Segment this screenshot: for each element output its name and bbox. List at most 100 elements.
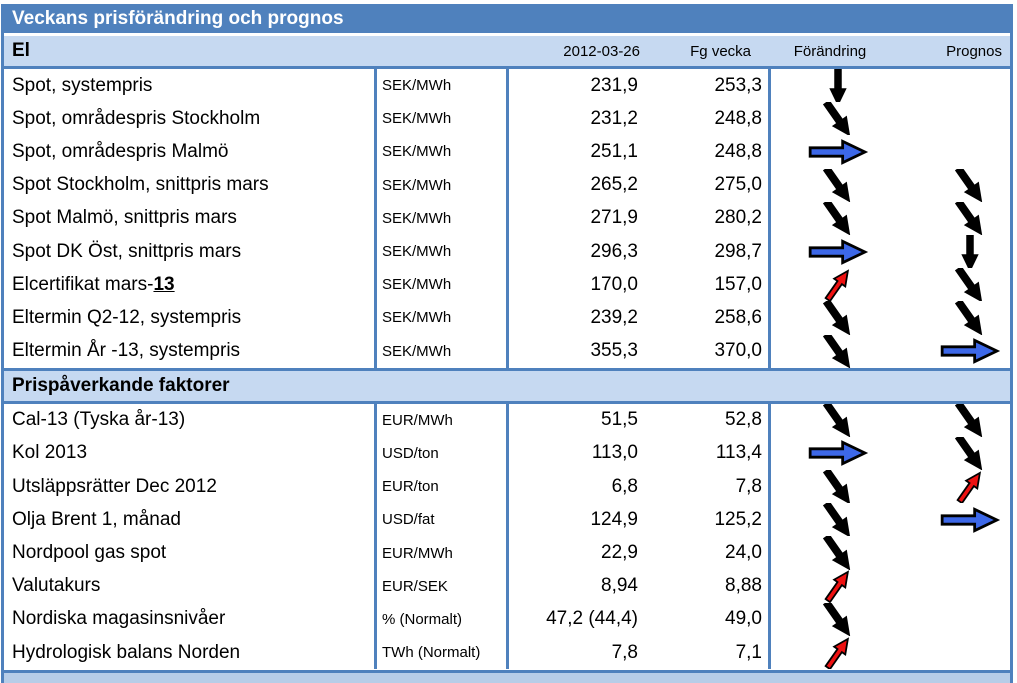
- row-value-current: 355,3: [590, 340, 638, 362]
- row-value-prev-week: 370,0: [646, 334, 771, 368]
- row-value-prev-week: 280,2: [646, 201, 771, 235]
- row-forecast-cell: [889, 135, 1010, 168]
- arrow-down-right-icon: [822, 201, 851, 235]
- row-value-current: 113,0: [591, 442, 638, 464]
- row-change-cell: [771, 636, 889, 670]
- row-change-cell: [771, 470, 889, 504]
- column-header-date: 2012-03-26: [563, 42, 640, 60]
- row-forecast-cell: [889, 268, 1010, 302]
- arrow-right-icon: [808, 440, 869, 467]
- row-value-prev-week: 157,0: [646, 268, 771, 302]
- row-forecast-cell: [889, 201, 1010, 235]
- row-label: Eltermin År -13, systempris: [4, 334, 377, 368]
- row-label: Valutakurs: [4, 569, 377, 603]
- row-unit: EUR/MWh: [377, 536, 509, 570]
- section-el-rows: Spot, systempris SEK/MWh 231,9 253,3 Spo…: [4, 69, 1010, 368]
- section-title-factors: Prispåverkande faktorer: [4, 367, 1010, 404]
- row-unit: SEK/MWh: [377, 234, 509, 269]
- row-unit: EUR/SEK: [377, 569, 509, 603]
- row-forecast-cell: [889, 234, 1010, 269]
- table-row: Spot DK Öst, snittpris mars SEK/MWh 296,…: [4, 234, 1010, 269]
- row-value-current: 231,9: [590, 74, 638, 96]
- row-value-current: 8,94: [601, 575, 638, 597]
- arrow-down-right-icon: [822, 403, 851, 437]
- row-change-cell: [771, 570, 889, 603]
- column-header-row: El 2012-03-26 Fg vecka Förändring Progno…: [4, 36, 1010, 69]
- row-label: Cal-13 (Tyska år-13): [4, 403, 377, 437]
- row-value-prev-week: 275,0: [646, 168, 771, 202]
- row-value-current: 47,2 (44,4): [546, 608, 638, 630]
- section-title-el: El: [12, 40, 30, 61]
- row-unit: SEK/MWh: [377, 168, 509, 202]
- row-unit: SEK/MWh: [377, 102, 509, 136]
- arrow-down-right-icon: [822, 602, 851, 636]
- row-change-cell: [771, 334, 889, 368]
- table-row: Cal-13 (Tyska år-13) EUR/MWh 51,5 52,8: [4, 403, 1010, 437]
- arrow-down-right-icon: [822, 470, 851, 504]
- row-change-cell: [771, 403, 889, 437]
- arrow-down-right-icon: [954, 268, 982, 302]
- row-unit: USD/fat: [377, 503, 509, 537]
- table-row: Spot, områdespris Malmö SEK/MWh 251,1 24…: [4, 135, 1010, 169]
- row-value-current: 231,2: [590, 107, 638, 129]
- row-forecast-cell: [889, 636, 1010, 669]
- row-change-cell: [771, 135, 889, 168]
- row-value-prev-week: 298,7: [646, 234, 771, 269]
- row-label: Nordiska magasinsnivåer: [4, 602, 377, 636]
- row-value-current: 170,0: [590, 273, 638, 295]
- row-forecast-cell: [889, 536, 1010, 569]
- row-value-current: 51,5: [601, 409, 638, 431]
- row-change-cell: [771, 69, 889, 103]
- row-label: Kol 2013: [4, 436, 377, 471]
- row-value-prev-week: 113,4: [646, 436, 771, 471]
- row-value-prev-week: 24,0: [646, 536, 771, 570]
- arrow-down-right-icon: [822, 102, 851, 136]
- arrow-down-right-icon: [954, 403, 982, 437]
- section-factors-rows: Cal-13 (Tyska år-13) EUR/MWh 51,5 52,8 K…: [4, 403, 1010, 670]
- row-unit: TWh (Normalt): [377, 636, 509, 670]
- row-change-cell: [771, 602, 889, 636]
- table-row: Valutakurs EUR/SEK 8,94 8,88: [4, 569, 1010, 603]
- row-value-prev-week: 8,88: [646, 569, 771, 603]
- row-change-cell: [771, 301, 889, 335]
- row-label: Spot DK Öst, snittpris mars: [4, 234, 377, 269]
- row-value-prev-week: 7,1: [646, 636, 771, 670]
- row-label: Hydrologisk balans Norden: [4, 636, 377, 670]
- arrow-right-icon: [940, 338, 1000, 364]
- table-row: Utsläppsrätter Dec 2012 EUR/ton 6,8 7,8: [4, 470, 1010, 504]
- column-header-prev-week: Fg vecka: [690, 42, 751, 60]
- table-row: Hydrologisk balans Norden TWh (Normalt) …: [4, 636, 1010, 670]
- table-row: Kol 2013 USD/ton 113,0 113,4: [4, 436, 1010, 471]
- arrow-down-right-icon: [822, 503, 851, 537]
- column-header-forecast: Prognos: [946, 42, 1002, 60]
- row-value-current: 239,2: [590, 306, 638, 328]
- arrow-up-right-icon: [824, 636, 850, 670]
- table-bottom-border: [4, 670, 1010, 673]
- row-label: Spot Stockholm, snittpris mars: [4, 168, 377, 202]
- arrow-down-icon: [960, 234, 979, 269]
- arrow-right-icon: [940, 506, 1000, 533]
- arrow-down-right-icon: [822, 536, 851, 570]
- row-unit: SEK/MWh: [377, 334, 509, 368]
- row-unit: SEK/MWh: [377, 201, 509, 235]
- table-row: Elcertifikat mars- 13 SEK/MWh 170,0 157,0: [4, 268, 1010, 302]
- arrow-up-right-icon: [955, 470, 981, 504]
- row-change-cell: [771, 201, 889, 235]
- row-value-current: 296,3: [590, 240, 638, 262]
- row-forecast-cell: [889, 301, 1010, 335]
- arrow-down-right-icon: [954, 168, 982, 202]
- arrow-down-right-icon: [954, 301, 982, 335]
- table-row: Nordpool gas spot EUR/MWh 22,9 24,0: [4, 536, 1010, 570]
- table-row: Spot, områdespris Stockholm SEK/MWh 231,…: [4, 102, 1010, 136]
- row-unit: USD/ton: [377, 436, 509, 471]
- arrow-up-right-icon: [824, 570, 850, 603]
- arrow-right-icon: [808, 139, 869, 165]
- row-change-cell: [771, 235, 889, 268]
- row-forecast-cell: [889, 470, 1010, 504]
- row-forecast-cell: [889, 436, 1010, 471]
- row-unit: SEK/MWh: [377, 135, 509, 169]
- row-value-prev-week: 258,6: [646, 301, 771, 335]
- table-bottom-strip: [4, 673, 1010, 683]
- row-forecast-cell: [889, 570, 1010, 603]
- divider: [4, 33, 1010, 36]
